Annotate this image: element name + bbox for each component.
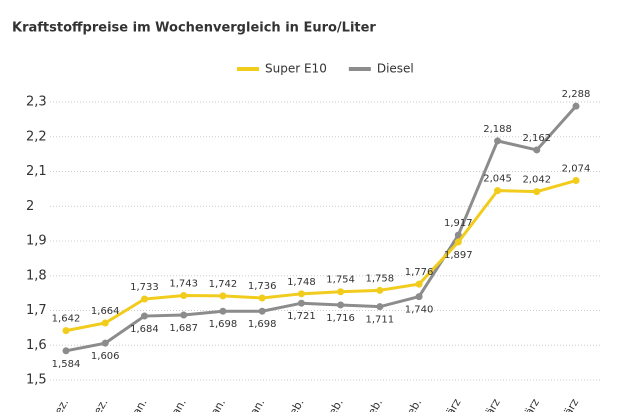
y-tick-label: 1,9 [26,234,47,249]
x-tick-label: März [517,396,542,412]
value-label: 1,736 [248,281,277,292]
y-tick-label: 2 [26,199,34,214]
data-point [572,177,580,185]
data-point [62,347,70,355]
y-tick-label: 1,7 [26,303,47,318]
y-tick-label: 2,3 [26,95,47,110]
data-point [494,137,502,145]
data-point [219,292,227,300]
data-point [415,293,423,301]
data-point [219,307,227,315]
data-point [376,286,384,294]
y-tick-label: 1,5 [26,373,47,388]
x-tick-label: Jan. [128,397,150,412]
data-point [258,294,266,302]
y-tick-label: 2,1 [26,164,47,179]
data-point [62,327,70,335]
data-point [454,238,462,246]
value-label: 1,684 [130,324,159,335]
value-label: 1,776 [405,267,434,278]
data-point [376,303,384,311]
value-label: 1,758 [366,273,395,284]
data-point [572,102,580,110]
data-point [180,292,188,300]
x-tick-label: Jan. [206,397,228,412]
data-point [180,311,188,319]
value-label: 1,754 [326,275,355,286]
data-point [454,231,462,239]
legend-label: Diesel [377,62,414,76]
y-tick-label: 1,6 [26,338,47,353]
value-label: 1,740 [405,305,434,316]
value-label: 2,045 [483,174,512,185]
value-label: 1,642 [52,314,81,325]
value-label: 1,698 [209,319,238,330]
value-label: 1,721 [287,311,316,322]
value-label: 1,664 [91,306,120,317]
value-label: 2,162 [522,133,551,144]
value-label: 1,917 [444,218,473,229]
data-point [101,339,109,347]
data-point [494,187,502,195]
value-label: 1,606 [91,351,120,362]
value-label: 2,042 [522,175,551,186]
x-tick-label: Feb. [362,397,385,412]
y-tick-label: 2,2 [26,129,47,144]
data-point [337,288,345,296]
x-tick-label: Dez. [48,397,72,412]
data-point [533,146,541,154]
y-tick-label: 1,8 [26,268,47,283]
series-line [65,179,577,333]
value-label: 1,584 [52,359,81,370]
value-label: 1,698 [248,319,277,330]
value-label: 1,742 [209,279,238,290]
data-point [415,280,423,288]
x-tick-label: Jan. [167,397,189,412]
data-point [101,319,109,327]
data-point [140,312,148,320]
x-tick-label: Feb. [284,397,307,412]
value-label: 1,743 [169,279,198,290]
value-label: 2,074 [562,164,591,175]
x-tick-label: März [557,396,582,412]
data-point [297,299,305,307]
value-label: 2,188 [483,124,512,135]
x-tick-label: Feb. [323,397,346,412]
value-label: 1,711 [366,315,395,326]
x-tick-label: März [439,396,464,412]
data-point [533,188,541,196]
data-point [258,307,266,315]
data-point [297,290,305,298]
x-tick-label: Dez. [87,397,111,412]
x-tick-label: März [478,396,503,412]
chart-title: Kraftstoffpreise im Wochenvergleich in E… [12,21,376,36]
data-point [337,301,345,309]
data-point [140,295,148,303]
value-label: 1,748 [287,277,316,288]
value-label: 1,897 [444,250,473,261]
x-tick-label: Feb. [402,397,425,412]
x-tick-label: Jan. [245,397,267,412]
legend-label: Super E10 [265,62,327,76]
value-label: 1,716 [326,313,355,324]
value-label: 1,733 [130,282,159,293]
value-label: 2,288 [562,89,591,100]
series-line [65,105,578,353]
value-label: 1,687 [169,323,198,334]
